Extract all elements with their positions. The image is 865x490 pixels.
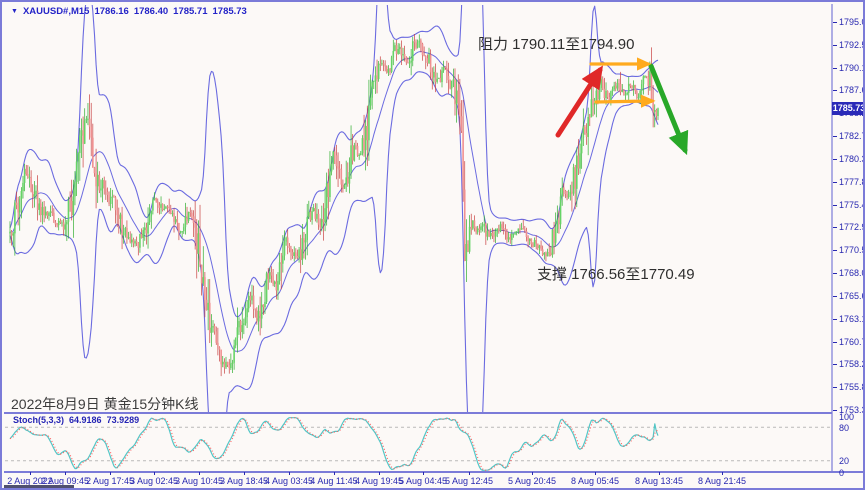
price-tick [833,136,837,138]
time-tick [532,472,533,475]
time-tick [289,472,290,475]
rally-arrow[interactable] [555,65,603,138]
range-bottom-arrow[interactable] [594,94,656,108]
time-axis-label: 2 Aug 2022 [7,476,53,486]
time-axis-label: 5 Aug 04:45 [398,476,448,486]
time-axis-label: 8 Aug 21:45 [697,476,747,486]
price-tick [833,44,837,46]
time-tick [110,472,111,475]
time-tick [595,472,596,475]
stochastic-scale-label: 100 [839,411,855,422]
price-tick [833,318,837,320]
price-tick [833,90,837,92]
price-tick [833,250,837,252]
price-axis-label: 1770.50 [839,245,863,256]
price-axis-label: 1795.00 [839,17,863,27]
price-tick [833,387,837,389]
chart-title: ▼ XAUUSD#,M15 1786.16 1786.40 1785.71 17… [11,6,247,17]
stochastic-scale-label: 80 [839,422,850,433]
stochastic-label: Stoch(5,3,3) 64.9186 73.9289 [13,415,139,425]
ohlc-close: 1785.73 [212,6,247,17]
ohlc-low: 1785.71 [173,6,208,17]
time-axis-label: 4 Aug 03:45 [264,476,314,486]
price-tick [833,181,837,183]
symbol-dropdown-icon[interactable]: ▼ [11,8,18,15]
support-annotation[interactable]: 支撑 1766.56至1770.49 [537,266,695,283]
time-tick [379,472,380,475]
price-axis-label: 1760.70 [839,336,863,347]
price-axis-label: 1782.75 [839,131,863,142]
price-tick [833,158,837,160]
price-axis-label: 1763.15 [839,313,863,324]
time-axis-label: 8 Aug 13:45 [634,476,684,486]
price-axis-label: 1790.10 [839,62,863,73]
time-tick [722,472,723,475]
stochastic-k-value: 64.9186 [69,415,102,425]
time-axis-label: 3 Aug 18:45 [219,476,269,486]
stochastic-name: Stoch(5,3,3) [13,415,65,425]
price-axis-label: 1755.80 [839,382,863,393]
symbol-label: XAUUSD#,M15 [22,6,90,17]
price-axis-label: 1768.05 [839,268,863,279]
resistance-annotation[interactable]: 阻力 1790.11至1794.90 [478,36,635,53]
time-axis-label: 2 Aug 09:45 [40,476,90,486]
current-price-badge: 1785.73 [832,102,865,115]
price-tick [833,22,837,23]
time-axis-label: 2 Aug 17:45 [85,476,135,486]
price-tick [833,341,837,343]
time-axis-label: 3 Aug 10:45 [174,476,224,486]
time-axis-label: 4 Aug 11:45 [310,476,358,486]
price-axis-label: 1792.55 [839,39,863,50]
time-tick [65,472,66,475]
time-tick [659,472,660,475]
price-axis-label: 1772.95 [839,222,863,233]
price-tick [833,67,837,69]
time-tick [469,472,470,475]
price-tick [833,273,837,275]
price-axis-label: 1777.85 [839,176,863,187]
ohlc-high: 1786.40 [133,6,169,17]
price-tick [833,409,837,411]
stochastic-d-value: 73.9289 [106,415,140,425]
stochastic-scale-label: 20 [839,456,850,467]
time-axis-label: 5 Aug 20:45 [507,476,557,486]
time-tick [334,472,335,475]
stochastic-scale-label: 0 [839,467,845,478]
time-axis-label: 5 Aug 12:45 [444,476,494,486]
price-axis-label: 1787.65 [839,85,863,96]
time-axis-label: 3 Aug 02:45 [129,476,179,486]
time-tick [30,472,31,475]
drop-arrow[interactable] [648,63,689,156]
time-tick [244,472,245,475]
price-axis-label: 1775.40 [839,199,863,210]
price-tick [833,204,837,206]
taskbar-fragment [4,485,74,488]
time-tick [154,472,155,475]
price-axis-label: 1780.30 [839,153,863,164]
time-tick [423,472,424,475]
price-axis-label: 1753.35 [839,404,863,415]
price-tick [833,295,837,297]
time-axis-label: 4 Aug 19:45 [354,476,404,486]
date-caption[interactable]: 2022年8月9日 黄金15分钟K线 [11,396,199,412]
time-axis-label: 8 Aug 05:45 [570,476,620,486]
ohlc-open: 1786.16 [94,6,129,17]
time-tick [199,472,200,475]
price-axis-label: 1765.60 [839,290,863,301]
price-tick [833,227,837,229]
price-tick [833,364,837,366]
price-axis-label: 1758.25 [839,359,863,370]
